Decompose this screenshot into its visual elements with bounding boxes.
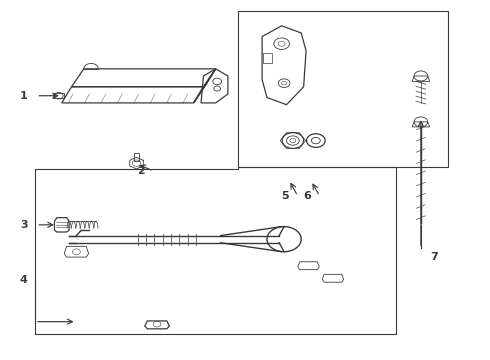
Text: 2: 2 (137, 166, 145, 176)
Text: 5: 5 (281, 191, 289, 201)
Bar (238, 12, 448, 167)
Text: 3: 3 (20, 220, 27, 230)
Text: 6: 6 (303, 191, 311, 201)
Text: 4: 4 (20, 275, 27, 285)
Text: 1: 1 (20, 91, 27, 101)
Bar (53, 93, 64, 98)
Text: 7: 7 (431, 252, 439, 262)
Bar (134, 153, 140, 161)
Bar (263, 53, 272, 63)
